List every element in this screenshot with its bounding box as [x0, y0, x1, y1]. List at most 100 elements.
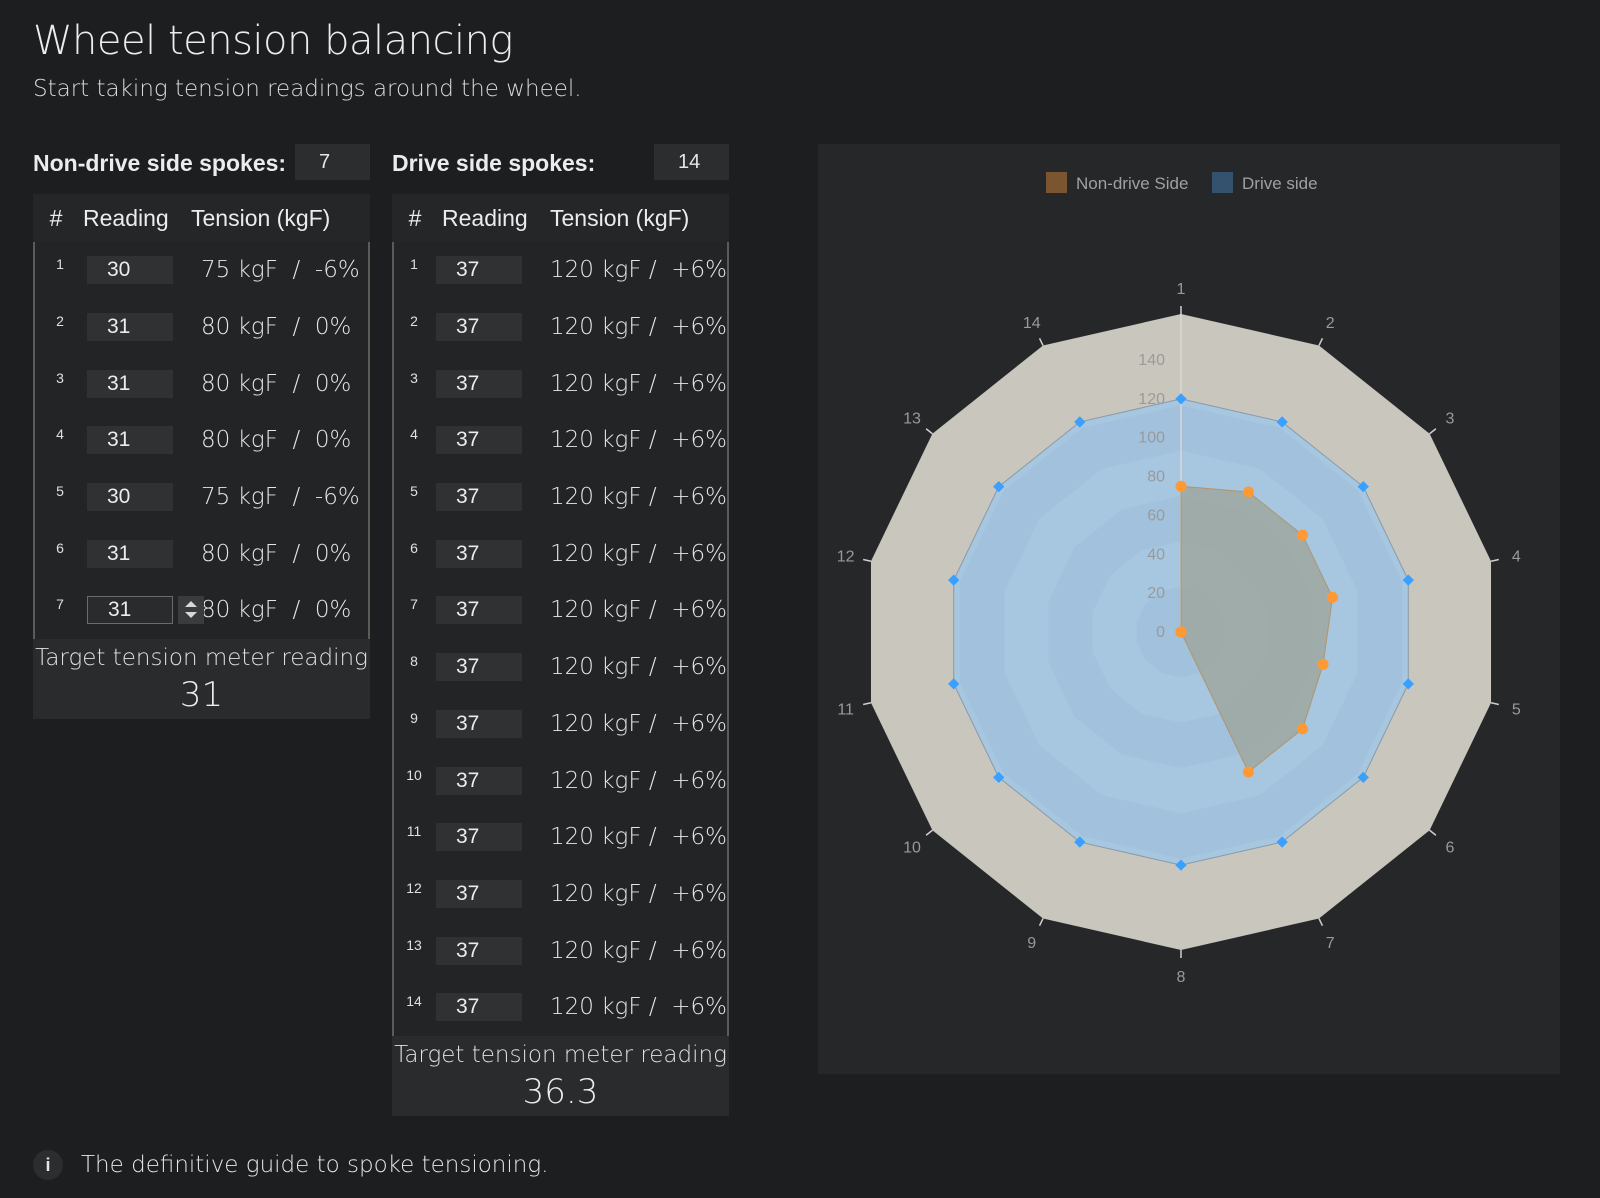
reading-input[interactable]	[435, 709, 522, 738]
category-label: 10	[903, 839, 921, 856]
drive-point	[1402, 574, 1414, 586]
page-title: Wheel tension balancing	[33, 18, 513, 64]
table-row: 1 120 kgF / +6%	[394, 242, 727, 299]
non-drive-count-input[interactable]	[295, 144, 370, 180]
row-number: 14	[406, 993, 422, 1010]
target-label: Target tension meter reading	[394, 1041, 727, 1068]
row-number: 4	[410, 426, 418, 443]
reading-input[interactable]	[435, 766, 522, 795]
row-number: 3	[410, 369, 418, 386]
reading-input[interactable]	[435, 313, 522, 342]
reading-input[interactable]	[87, 483, 173, 512]
header-num: #	[49, 204, 63, 231]
tension-value: 80 kgF / 0%	[201, 370, 352, 397]
drive-count-label: Drive side spokes:	[392, 150, 596, 176]
spoke-tick	[1490, 702, 1499, 706]
row-number: 6	[56, 539, 64, 556]
non-drive-table: # Reading Tension (kgF) 1 75 kgF / -6% 2 8…	[33, 194, 370, 719]
tension-value: 120 kgF / +6%	[549, 880, 727, 907]
radial-tick-label: 40	[1147, 546, 1165, 563]
tension-value: 120 kgF / +6%	[549, 427, 727, 454]
non-drive-point	[1175, 626, 1187, 638]
category-label: 11	[837, 702, 854, 719]
reading-input[interactable]	[435, 256, 522, 285]
legend-label: Drive side	[1242, 174, 1318, 193]
spoke-tick	[1429, 829, 1437, 836]
reading-input[interactable]	[435, 879, 522, 908]
table-row: 12 120 kgF / +6%	[394, 866, 727, 923]
header-reading: Reading	[442, 204, 528, 231]
spoke-tick	[1318, 918, 1324, 927]
spoke-tick	[1038, 337, 1044, 346]
table-row: 5 120 kgF / +6%	[394, 469, 727, 526]
table-header: # Reading Tension (kgF)	[33, 194, 370, 242]
reading-input[interactable]	[87, 313, 173, 342]
table-row: 9 120 kgF / +6%	[394, 696, 727, 753]
tension-value: 120 kgF / +6%	[549, 767, 727, 794]
reading-input[interactable]	[435, 539, 522, 568]
tension-value: 75 kgF / -6%	[201, 257, 360, 284]
tension-value: 120 kgF / +6%	[549, 824, 727, 851]
reading-input[interactable]	[87, 426, 173, 455]
guide-link[interactable]: The definitive guide to spoke tensioning…	[81, 1152, 549, 1178]
reading-input[interactable]	[435, 426, 522, 455]
number-stepper[interactable]	[178, 596, 204, 625]
reading-input[interactable]	[435, 993, 522, 1022]
table-row: 2 80 kgF / 0%	[35, 299, 368, 356]
non-drive-side-panel: Non-drive side spokes: # Reading Tension…	[33, 144, 370, 719]
spoke-tick	[925, 829, 933, 836]
reading-input[interactable]	[435, 653, 522, 682]
table-row: 11 120 kgF / +6%	[394, 809, 727, 866]
tension-value: 120 kgF / +6%	[549, 370, 727, 397]
table-row: 7 120 kgF / +6%	[394, 582, 727, 639]
table-row: 5 75 kgF / -6%	[35, 469, 368, 526]
tension-value: 120 kgF / +6%	[549, 484, 727, 511]
reading-input[interactable]	[435, 369, 522, 398]
row-number: 9	[410, 709, 418, 726]
stepper-up-icon[interactable]	[185, 601, 197, 608]
tension-value: 120 kgF / +6%	[549, 710, 727, 737]
reading-input[interactable]	[87, 256, 173, 285]
drive-count-row: Drive side spokes:	[392, 144, 729, 182]
non-drive-point	[1242, 766, 1254, 778]
row-number: 6	[410, 539, 418, 556]
drive-point	[1357, 480, 1369, 493]
spoke-tick	[1038, 918, 1044, 927]
reading-input[interactable]	[87, 539, 173, 568]
category-label: 4	[1512, 548, 1521, 565]
drive-point	[1175, 393, 1187, 405]
category-label: 14	[1023, 315, 1041, 332]
reading-input[interactable]	[87, 369, 173, 398]
drive-count-input[interactable]	[654, 144, 729, 180]
row-number: 2	[56, 313, 64, 330]
row-number: 2	[410, 313, 418, 330]
reading-input[interactable]	[435, 936, 522, 965]
legend-swatch	[1046, 172, 1067, 193]
radial-tick-label: 20	[1147, 585, 1165, 602]
category-label: 3	[1445, 411, 1454, 428]
tension-value: 120 kgF / +6%	[549, 994, 727, 1021]
legend-label: Non-drive Side	[1076, 174, 1188, 193]
category-label: 6	[1445, 839, 1454, 856]
radial-tick-label: 80	[1147, 469, 1165, 486]
row-number: 3	[56, 369, 64, 386]
non-drive-target: Target tension meter reading 31	[33, 638, 370, 719]
non-drive-point	[1175, 480, 1187, 492]
non-drive-point	[1327, 591, 1339, 603]
reading-input[interactable]	[435, 596, 522, 625]
tension-value: 120 kgF / +6%	[549, 597, 727, 624]
header-num: #	[408, 204, 422, 231]
spoke-tick	[863, 558, 872, 562]
non-drive-point	[1242, 486, 1254, 498]
stepper-down-icon[interactable]	[185, 612, 197, 619]
category-label: 12	[837, 548, 855, 565]
category-label: 8	[1177, 969, 1186, 986]
tension-value: 80 kgF / 0%	[201, 427, 352, 454]
tension-value: 120 kgF / +6%	[549, 654, 727, 681]
table-header: # Reading Tension (kgF)	[392, 194, 729, 242]
row-number: 1	[410, 256, 418, 273]
category-label: 9	[1027, 935, 1036, 952]
reading-input[interactable]	[435, 823, 522, 852]
reading-input[interactable]	[435, 483, 522, 512]
reading-input-focused[interactable]	[87, 596, 173, 625]
